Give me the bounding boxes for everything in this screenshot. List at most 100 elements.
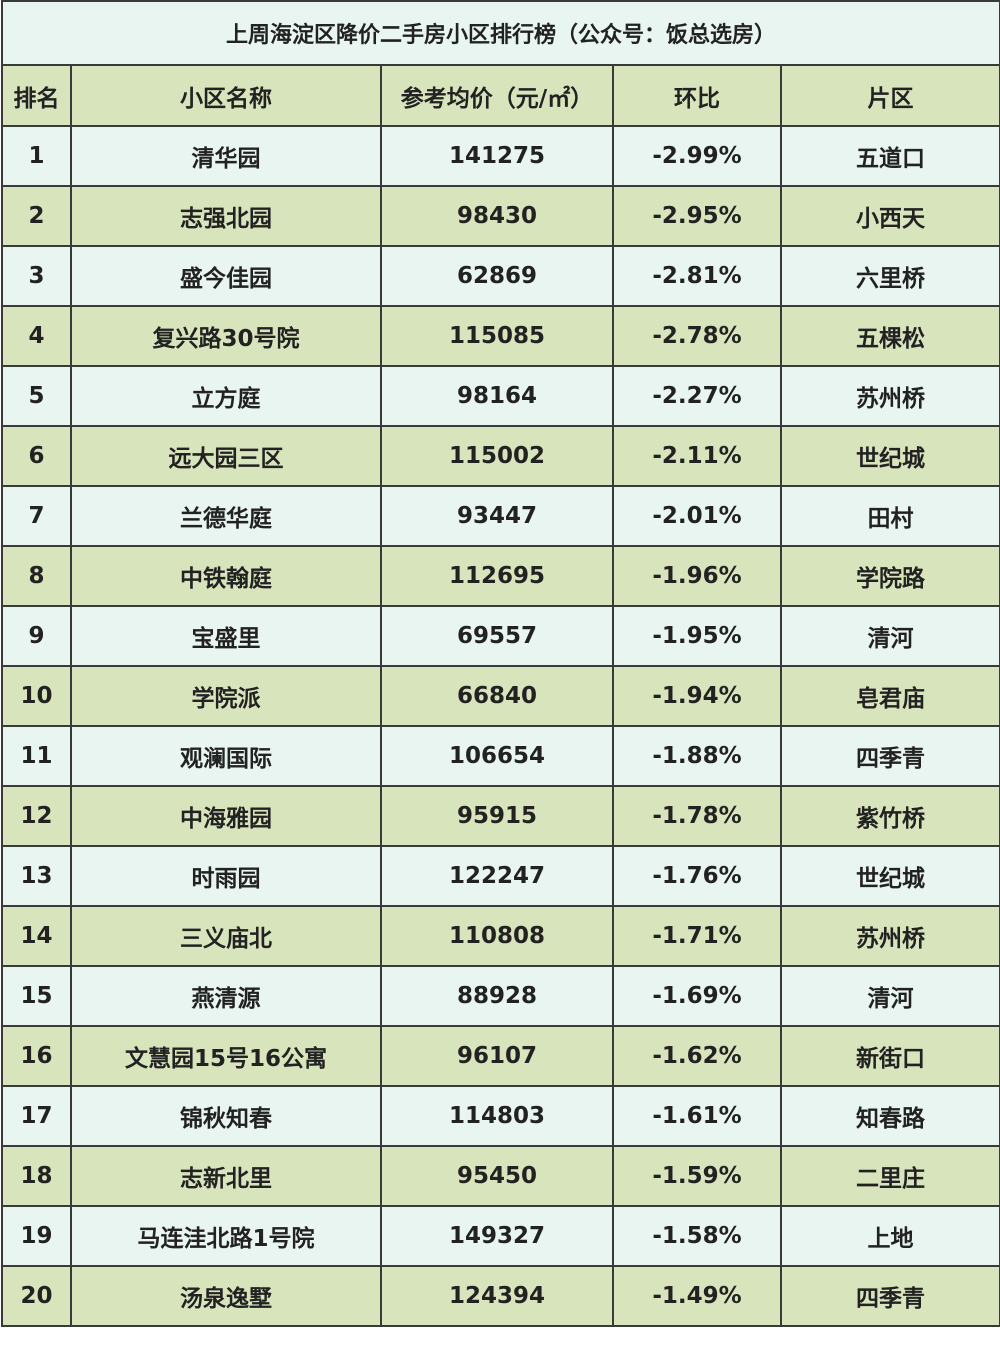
table-cell: -2.78% bbox=[612, 305, 782, 367]
table-row: 8 中铁翰庭 112695 -1.96% 学院路 bbox=[1, 545, 1000, 607]
table-cell: 小西天 bbox=[779, 185, 1000, 247]
table-row: 11 观澜国际 106654 -1.88% 四季青 bbox=[1, 725, 1000, 787]
table-cell: 清河 bbox=[779, 965, 1000, 1027]
table-cell: 98430 bbox=[380, 185, 614, 247]
table-cell: 115002 bbox=[380, 425, 614, 487]
table-cell: 11 bbox=[1, 725, 72, 787]
table-cell: 苏州桥 bbox=[779, 365, 1000, 427]
table-cell: -2.95% bbox=[612, 185, 782, 247]
table-cell: -1.78% bbox=[612, 785, 782, 847]
table-row: 3 盛今佳园 62869 -2.81% 六里桥 bbox=[1, 245, 1000, 307]
table-cell: 清华园 bbox=[70, 125, 382, 187]
table-cell: 上地 bbox=[779, 1205, 1000, 1267]
table-cell: 苏州桥 bbox=[779, 905, 1000, 967]
table-cell: 106654 bbox=[380, 725, 614, 787]
table-cell: 复兴路30号院 bbox=[70, 305, 382, 367]
table-row: 17 锦秋知春 114803 -1.61% 知春路 bbox=[1, 1085, 1000, 1147]
table-cell: 兰德华庭 bbox=[70, 485, 382, 547]
table-cell: 马连洼北路1号院 bbox=[70, 1205, 382, 1267]
table-cell: 世纪城 bbox=[779, 845, 1000, 907]
table-row: 5 立方庭 98164 -2.27% 苏州桥 bbox=[1, 365, 1000, 427]
table-cell: 112695 bbox=[380, 545, 614, 607]
table-cell: -1.94% bbox=[612, 665, 782, 727]
table-cell: 宝盛里 bbox=[70, 605, 382, 667]
table-cell: -1.71% bbox=[612, 905, 782, 967]
table-cell: 学院派 bbox=[70, 665, 382, 727]
table-cell: 燕清源 bbox=[70, 965, 382, 1027]
table-cell: 115085 bbox=[380, 305, 614, 367]
ranking-table: 上周海淀区降价二手房小区排行榜（公众号：饭总选房） 排名 小区名称 参考均价（元/㎡… bbox=[0, 0, 1000, 1327]
table-cell: 93447 bbox=[380, 485, 614, 547]
table-cell: 文慧园15号16公寓 bbox=[70, 1025, 382, 1087]
table-row: 9 宝盛里 69557 -1.95% 清河 bbox=[1, 605, 1000, 667]
table-cell: -1.62% bbox=[612, 1025, 782, 1087]
table-cell: 4 bbox=[1, 305, 72, 367]
table-cell: -2.27% bbox=[612, 365, 782, 427]
table-cell: 66840 bbox=[380, 665, 614, 727]
table-cell: 六里桥 bbox=[779, 245, 1000, 307]
table-cell: 19 bbox=[1, 1205, 72, 1267]
table-cell: -1.96% bbox=[612, 545, 782, 607]
header-cell: 环比 bbox=[612, 64, 782, 127]
header-cell: 片区 bbox=[779, 64, 1000, 127]
table-cell: 五棵松 bbox=[779, 305, 1000, 367]
table-cell: 5 bbox=[1, 365, 72, 427]
table-cell: -2.81% bbox=[612, 245, 782, 307]
table-cell: -1.69% bbox=[612, 965, 782, 1027]
table-cell: 17 bbox=[1, 1085, 72, 1147]
table-cell: 95450 bbox=[380, 1145, 614, 1207]
table-cell: 7 bbox=[1, 485, 72, 547]
table-cell: -1.61% bbox=[612, 1085, 782, 1147]
table-cell: 观澜国际 bbox=[70, 725, 382, 787]
table-cell: 9 bbox=[1, 605, 72, 667]
table-cell: 远大园三区 bbox=[70, 425, 382, 487]
table-row: 7 兰德华庭 93447 -2.01% 田村 bbox=[1, 485, 1000, 547]
table-cell: 世纪城 bbox=[779, 425, 1000, 487]
table-cell: 98164 bbox=[380, 365, 614, 427]
table-cell: 3 bbox=[1, 245, 72, 307]
table-cell: 1 bbox=[1, 125, 72, 187]
table-row: 10 学院派 66840 -1.94% 皂君庙 bbox=[1, 665, 1000, 727]
table-cell: -1.76% bbox=[612, 845, 782, 907]
table-cell: -2.99% bbox=[612, 125, 782, 187]
table-cell: 20 bbox=[1, 1265, 72, 1327]
table-cell: 知春路 bbox=[779, 1085, 1000, 1147]
table-cell: -1.59% bbox=[612, 1145, 782, 1207]
header-row: 排名 小区名称 参考均价（元/㎡） 环比 片区 bbox=[1, 64, 1000, 127]
table-cell: 四季青 bbox=[779, 725, 1000, 787]
table-cell: 6 bbox=[1, 425, 72, 487]
table-cell: 皂君庙 bbox=[779, 665, 1000, 727]
table-cell: 141275 bbox=[380, 125, 614, 187]
table-cell: 69557 bbox=[380, 605, 614, 667]
table-cell: 志强北园 bbox=[70, 185, 382, 247]
table-cell: 汤泉逸墅 bbox=[70, 1265, 382, 1327]
table-body: 上周海淀区降价二手房小区排行榜（公众号：饭总选房） 排名 小区名称 参考均价（元/㎡… bbox=[0, 0, 1000, 1327]
table-cell: 立方庭 bbox=[70, 365, 382, 427]
table-cell: 95915 bbox=[380, 785, 614, 847]
table-cell: 紫竹桥 bbox=[779, 785, 1000, 847]
table-cell: 四季青 bbox=[779, 1265, 1000, 1327]
table-cell: 12 bbox=[1, 785, 72, 847]
table-cell: -1.88% bbox=[612, 725, 782, 787]
header-cell: 小区名称 bbox=[70, 64, 382, 127]
table-cell: -2.11% bbox=[612, 425, 782, 487]
table-title: 上周海淀区降价二手房小区排行榜（公众号：饭总选房） bbox=[0, 0, 1000, 66]
table-row: 14 三义庙北 110808 -1.71% 苏州桥 bbox=[1, 905, 1000, 967]
header-cell: 排名 bbox=[1, 64, 72, 127]
table-cell: 锦秋知春 bbox=[70, 1085, 382, 1147]
table-cell: 114803 bbox=[380, 1085, 614, 1147]
table-cell: -2.01% bbox=[612, 485, 782, 547]
table-cell: 14 bbox=[1, 905, 72, 967]
table-cell: -1.95% bbox=[612, 605, 782, 667]
table-cell: 10 bbox=[1, 665, 72, 727]
table-row: 2 志强北园 98430 -2.95% 小西天 bbox=[1, 185, 1000, 247]
table-row: 13 时雨园 122247 -1.76% 世纪城 bbox=[1, 845, 1000, 907]
table-cell: 盛今佳园 bbox=[70, 245, 382, 307]
table-cell: 18 bbox=[1, 1145, 72, 1207]
table-cell: 8 bbox=[1, 545, 72, 607]
table-cell: 三义庙北 bbox=[70, 905, 382, 967]
table-cell: 志新北里 bbox=[70, 1145, 382, 1207]
table-cell: 2 bbox=[1, 185, 72, 247]
table-cell: 124394 bbox=[380, 1265, 614, 1327]
